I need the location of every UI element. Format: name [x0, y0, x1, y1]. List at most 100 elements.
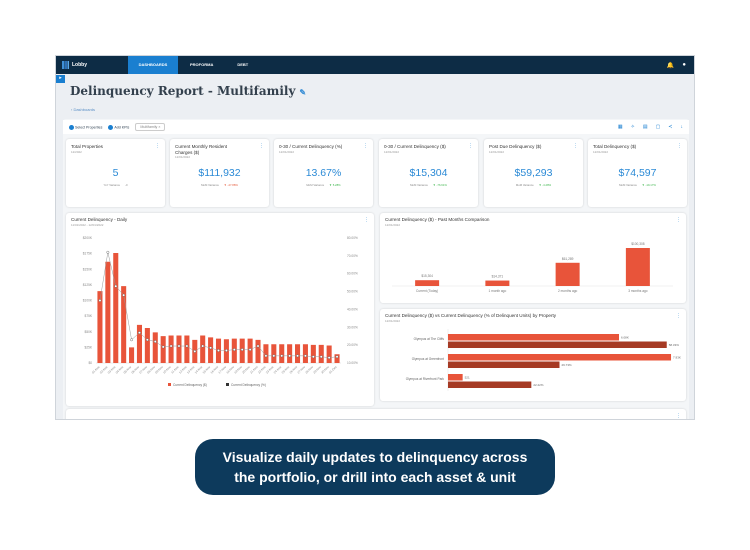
percent-point: [201, 344, 205, 348]
bar: [310, 344, 316, 363]
x-tick: 15-Nov: [202, 365, 212, 375]
x-tick: 07-Nov: [138, 365, 148, 375]
x-tick: 25-Nov: [281, 365, 291, 375]
bar: [448, 381, 532, 388]
bar: [255, 339, 261, 363]
x-tick: 1 month ago: [489, 289, 507, 293]
kpi-variance: MoM Variance ▼ -47.88%: [201, 183, 238, 187]
data-label: 29.73%: [561, 363, 572, 367]
bell-icon[interactable]: 🔔: [666, 62, 675, 69]
brand-logo: Lobby: [56, 61, 128, 69]
bar: [144, 328, 150, 363]
percent-point: [153, 340, 157, 343]
kpi-value: $59,293: [514, 167, 553, 179]
download-icon[interactable]: ↓: [680, 124, 684, 130]
sidebar-toggle[interactable]: ▸: [56, 75, 65, 83]
percent-point: [98, 299, 102, 302]
chart-date: 11/01/2022 - 12/01/2022: [71, 223, 104, 227]
settings-icon[interactable]: ✧: [630, 124, 635, 130]
kpi-title: Current Monthly Resident Charges ($) 12/0…: [175, 144, 245, 161]
filter-chip[interactable]: Multifamily ×: [135, 123, 166, 131]
kpi-value: $111,932: [198, 167, 241, 179]
kpi-value: 5: [112, 167, 119, 179]
x-tick: 28-Nov: [304, 365, 314, 375]
kpi-card: Total Delinquency ($) 12/01/2022 ⋮ $74,59…: [588, 139, 687, 207]
breadcrumb[interactable]: ‹ Dashboards: [71, 107, 96, 112]
bar: [200, 335, 206, 363]
x-tick: 04-Nov: [115, 365, 125, 375]
y-right-tick: 40.00%: [347, 307, 358, 311]
kpi-variance: MoM Variance ▼ -76.61%: [410, 183, 447, 187]
y-left-tick: $75K: [85, 314, 93, 318]
logo-icon: [62, 61, 69, 69]
kpi-card: Post Due Delinquency ($) 12/01/2022 ⋮ $59…: [484, 139, 583, 207]
bar: [160, 336, 166, 363]
more-menu-icon[interactable]: ⋮: [676, 413, 681, 419]
x-tick: 02-Nov: [99, 365, 109, 375]
more-menu-icon[interactable]: ⋮: [468, 143, 473, 149]
edit-pencil-icon[interactable]: ✎: [299, 87, 307, 97]
user-avatar-icon[interactable]: ●: [682, 61, 686, 68]
calendar-icon[interactable]: ▤: [642, 124, 648, 130]
more-menu-icon[interactable]: ⋮: [364, 217, 369, 223]
y-right-tick: 50.00%: [347, 290, 358, 294]
percent-point: [240, 348, 244, 352]
more-menu-icon[interactable]: ⋮: [363, 143, 368, 149]
y-right-tick: 30.00%: [347, 325, 358, 329]
y-left-tick: $150K: [83, 267, 93, 271]
more-menu-icon[interactable]: ⋮: [676, 313, 681, 319]
bar: [448, 374, 463, 381]
bar: [448, 334, 619, 341]
x-tick: 27-Nov: [296, 365, 306, 375]
bar: [326, 345, 332, 363]
x-tick: 2 months ago: [558, 289, 578, 293]
nav-dashboards[interactable]: DASHBOARDS: [128, 56, 178, 74]
more-menu-icon[interactable]: ⋮: [573, 143, 578, 149]
x-tick: 26-Nov: [289, 365, 299, 375]
banner-line-2: the portfolio, or drill into each asset …: [234, 469, 516, 485]
x-tick: 3 months ago: [628, 289, 648, 293]
percent-point: [248, 348, 252, 352]
layout-icon[interactable]: ▦: [617, 124, 623, 130]
legend-label: Current Delinquency (%): [231, 383, 266, 387]
x-tick: 09-Nov: [154, 365, 164, 375]
more-menu-icon[interactable]: ⋮: [155, 143, 160, 149]
chart-title: Current Delinquency - Daily: [71, 217, 128, 222]
kpi-variance: YoY Variance -0: [103, 183, 128, 187]
bar: [271, 344, 277, 363]
select-properties-button[interactable]: Select Properties: [69, 124, 102, 130]
more-menu-icon[interactable]: ⋮: [259, 143, 264, 149]
x-tick: 24-Nov: [273, 365, 283, 375]
x-tick: 21-Nov: [249, 365, 259, 375]
percent-point: [209, 346, 212, 350]
data-label: $14,371: [492, 275, 504, 279]
percent-point: [335, 355, 339, 359]
more-menu-icon[interactable]: ⋮: [676, 217, 681, 223]
percent-point: [161, 345, 165, 349]
add-kpis-button[interactable]: Add KPIs: [108, 124, 129, 130]
comment-icon[interactable]: ▢: [655, 124, 661, 130]
bar: [334, 354, 340, 363]
nav-debt[interactable]: DEBT: [237, 62, 249, 67]
x-tick: 17-Nov: [217, 365, 227, 375]
percent-point: [256, 344, 260, 348]
percent-point: [225, 349, 228, 352]
bar: [168, 335, 174, 363]
x-tick: 10-Nov: [162, 365, 172, 375]
bar: [136, 324, 142, 363]
kpi-title: Total Delinquency ($) 12/01/2022: [593, 144, 663, 155]
nav-proforma[interactable]: PROFORMA: [190, 62, 214, 67]
x-tick: 06-Nov: [131, 365, 141, 375]
more-menu-icon[interactable]: ⋮: [677, 143, 682, 149]
bar: [295, 344, 301, 363]
bar: [129, 347, 135, 363]
kpi-value: $15,304: [409, 167, 448, 179]
legend-swatch: [226, 383, 229, 386]
x-tick: 14-Nov: [194, 365, 204, 375]
y-right-tick: 20.00%: [347, 343, 358, 347]
y-tick: Olympus at The Cliffs: [414, 337, 445, 341]
kpi-date: 12/01/2022: [175, 155, 191, 159]
chart-date: 12/01/2022: [385, 319, 401, 323]
share-icon[interactable]: ≺: [668, 124, 673, 130]
x-tick: Current (Today): [416, 289, 438, 293]
